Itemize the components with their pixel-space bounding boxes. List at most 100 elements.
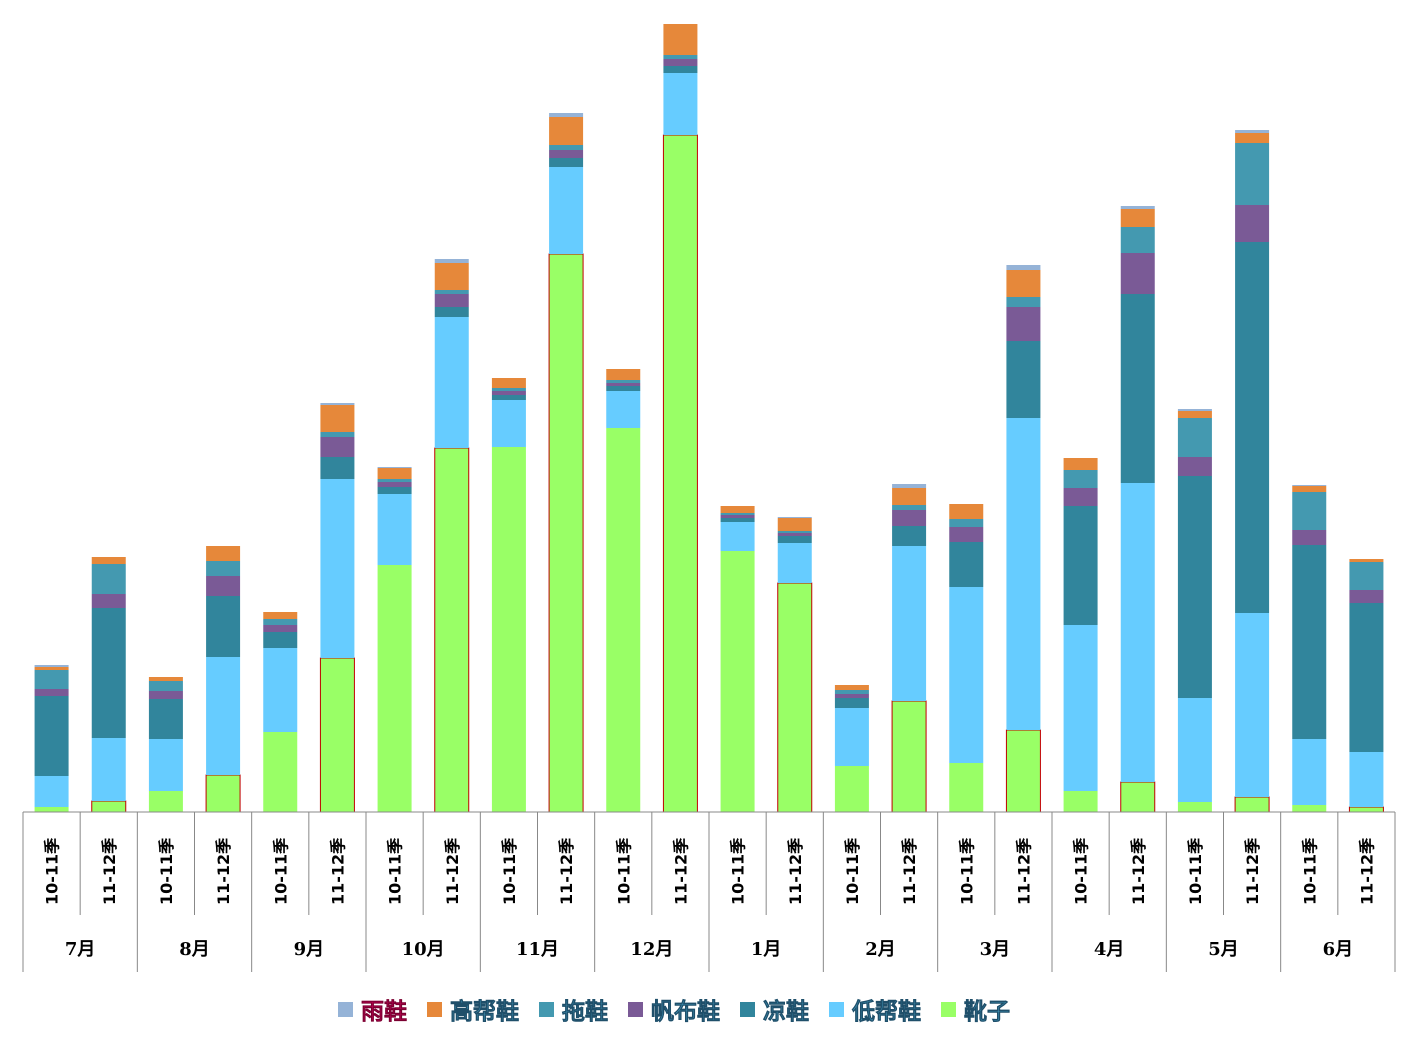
bar-segment-3 bbox=[777, 533, 812, 536]
season-label: 11-12季 bbox=[214, 837, 233, 905]
season-label: 11-12季 bbox=[1243, 837, 1262, 905]
bar-segment-2 bbox=[148, 699, 183, 739]
bar-segment-5 bbox=[1177, 411, 1212, 418]
season-label: 10-11季 bbox=[843, 837, 862, 905]
bar-segment-5 bbox=[263, 612, 298, 619]
bar-segment-3 bbox=[892, 510, 927, 526]
bar-segment-3 bbox=[1349, 590, 1384, 603]
bar-segment-2 bbox=[720, 518, 755, 522]
bar-segment-6 bbox=[892, 484, 927, 488]
bar-segment-3 bbox=[377, 482, 412, 487]
season-label: 10-11季 bbox=[614, 837, 633, 905]
bar-segment-0 bbox=[205, 774, 241, 813]
bar-segment-1 bbox=[1349, 752, 1384, 807]
bar-segment-1 bbox=[892, 546, 927, 701]
legend: 雨鞋 高帮鞋 拖鞋 帆布鞋 凉鞋 低帮鞋 靴子 bbox=[338, 992, 1010, 1026]
month-label: 1月 bbox=[751, 939, 782, 960]
bar-segment-0 bbox=[263, 732, 298, 812]
bar-segment-6 bbox=[1292, 485, 1327, 486]
bar-segment-5 bbox=[377, 468, 412, 479]
bar-segment-5 bbox=[320, 405, 355, 432]
bar-segment-0 bbox=[720, 551, 755, 812]
bar-segment-1 bbox=[1177, 698, 1212, 802]
legend-item-sandals: 凉鞋 bbox=[740, 992, 809, 1026]
bar-segment-4 bbox=[1063, 470, 1098, 488]
season-label: 10-11季 bbox=[43, 837, 62, 905]
season-label: 11-12季 bbox=[328, 837, 347, 905]
bar-segment-3 bbox=[34, 689, 69, 696]
season-label: 10-11季 bbox=[1072, 837, 1091, 905]
bar-segment-2 bbox=[549, 158, 584, 167]
bar-segment-5 bbox=[1063, 458, 1098, 470]
month-label: 6月 bbox=[1323, 939, 1354, 960]
bar-segment-3 bbox=[148, 691, 183, 699]
bar-segment-1 bbox=[663, 73, 698, 135]
bar-segment-5 bbox=[549, 117, 584, 145]
bar-segment-6 bbox=[1235, 130, 1270, 133]
bar-segment-1 bbox=[777, 543, 812, 583]
legend-item-canvas: 帆布鞋 bbox=[628, 992, 720, 1026]
bar-segment-1 bbox=[91, 738, 126, 801]
bar-segment-0 bbox=[662, 134, 698, 813]
season-label: 10-11季 bbox=[271, 837, 290, 905]
bar-segment-0 bbox=[91, 800, 127, 813]
bar-segment-6 bbox=[1006, 265, 1041, 270]
bar-segment-3 bbox=[1120, 253, 1155, 294]
season-label: 10-11季 bbox=[1300, 837, 1319, 905]
bar-segment-1 bbox=[148, 739, 183, 791]
bar-segment-1 bbox=[206, 657, 241, 775]
bar-segment-5 bbox=[206, 546, 241, 561]
bar-segment-0 bbox=[491, 447, 526, 812]
bar-segment-1 bbox=[263, 648, 298, 732]
bar-segment-1 bbox=[377, 494, 412, 565]
bar-segment-4 bbox=[377, 479, 412, 482]
bar-segment-4 bbox=[777, 531, 812, 533]
bar-segment-4 bbox=[1349, 562, 1384, 590]
bar-segment-4 bbox=[1292, 492, 1327, 530]
bar-segment-5 bbox=[777, 518, 812, 531]
bar-segment-4 bbox=[263, 619, 298, 625]
bar-segment-4 bbox=[1235, 143, 1270, 205]
bar-segment-4 bbox=[320, 432, 355, 437]
bar-segment-3 bbox=[549, 150, 584, 158]
season-label: 10-11季 bbox=[1186, 837, 1205, 905]
bar-segment-4 bbox=[606, 380, 641, 383]
bar-segment-0 bbox=[1348, 806, 1384, 813]
bar-segment-4 bbox=[663, 55, 698, 59]
bar-segment-0 bbox=[1234, 796, 1270, 813]
bar-segment-5 bbox=[148, 677, 183, 681]
bar-segment-4 bbox=[1177, 418, 1212, 457]
bar-segment-2 bbox=[1120, 294, 1155, 483]
month-label: 10月 bbox=[402, 939, 445, 960]
bar-segment-2 bbox=[949, 542, 984, 587]
bar-segment-4 bbox=[434, 290, 469, 294]
bar-segment-0 bbox=[1120, 781, 1156, 813]
bar-segment-0 bbox=[1005, 729, 1041, 813]
month-label: 2月 bbox=[865, 939, 896, 960]
season-label: 10-11季 bbox=[386, 837, 405, 905]
season-label: 11-12季 bbox=[1014, 837, 1033, 905]
bar-segment-1 bbox=[549, 167, 584, 254]
season-label: 11-12季 bbox=[671, 837, 690, 905]
bar-segment-0 bbox=[148, 791, 183, 812]
bar-segment-3 bbox=[1292, 530, 1327, 545]
legend-label: 高帮鞋 bbox=[450, 998, 520, 1026]
bar-segment-1 bbox=[1120, 483, 1155, 782]
bar-segment-5 bbox=[606, 369, 641, 380]
bar-segment-5 bbox=[834, 685, 869, 690]
bar-segment-3 bbox=[491, 391, 526, 395]
bar-segment-3 bbox=[434, 294, 469, 307]
month-label: 4月 bbox=[1094, 939, 1125, 960]
bar-segment-2 bbox=[206, 596, 241, 657]
legend-swatch bbox=[740, 1001, 755, 1017]
bar-segment-0 bbox=[834, 766, 869, 812]
bar-segment-2 bbox=[606, 386, 641, 391]
bar-segment-2 bbox=[377, 487, 412, 494]
month-label: 5月 bbox=[1208, 939, 1239, 960]
bar-segment-0 bbox=[319, 657, 355, 813]
legend-label: 帆布鞋 bbox=[651, 998, 721, 1026]
legend-swatch bbox=[628, 1001, 643, 1017]
season-label: 11-12季 bbox=[1129, 837, 1148, 905]
bar-segment-6 bbox=[1177, 409, 1212, 411]
stacked-bar-chart: 7月 10-11季 11-12季 8月 10-11季 11-12季 9月 10-11季 11-1… bbox=[22, 24, 1396, 972]
